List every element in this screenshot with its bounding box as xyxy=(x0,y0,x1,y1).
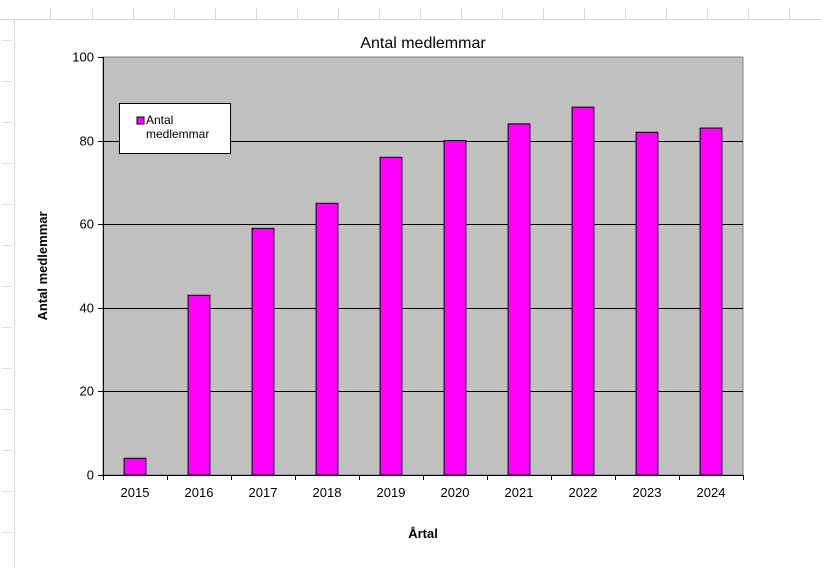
bar-2024 xyxy=(699,127,723,476)
bar-2022 xyxy=(571,106,595,476)
y-tick-label: 0 xyxy=(87,468,94,483)
legend-label-line2: medlemmar xyxy=(146,127,209,141)
y-axis-title: Antal medlemmar xyxy=(35,211,50,320)
legend-label-line1: Antal xyxy=(146,113,173,127)
y-tick-label: 80 xyxy=(80,134,94,149)
chart-area[interactable]: 0 20 40 60 80 100 2015 2016 2017 2018 2019 2020 2021… xyxy=(14,20,806,568)
x-tick-label: 2021 xyxy=(505,485,534,500)
x-tick-label: 2019 xyxy=(377,485,406,500)
bar-2020 xyxy=(443,140,467,476)
bar-2015 xyxy=(123,457,147,476)
bar-2021 xyxy=(507,123,531,476)
y-tick-label: 100 xyxy=(72,50,94,65)
chart-title: Antal medlemmar xyxy=(360,35,486,52)
bar-2019 xyxy=(379,156,403,476)
y-tick-label: 20 xyxy=(80,384,94,399)
legend-swatch xyxy=(136,116,145,125)
x-tick-label: 2022 xyxy=(569,485,598,500)
x-tick-label: 2018 xyxy=(313,485,342,500)
x-tick-label: 2016 xyxy=(185,485,214,500)
x-tick-label: 2023 xyxy=(633,485,662,500)
x-tick-label: 2024 xyxy=(697,485,726,500)
bar-2018 xyxy=(315,202,339,476)
bar-2017 xyxy=(251,227,275,476)
bar-2016 xyxy=(187,294,211,476)
y-tick-label: 60 xyxy=(80,217,94,232)
x-tick-label: 2020 xyxy=(441,485,470,500)
bar-chart: 0 20 40 60 80 100 2015 2016 2017 2018 2019 2020 2021… xyxy=(35,35,744,541)
legend-box xyxy=(119,103,231,154)
x-axis-title: Årtal xyxy=(408,526,438,541)
bar-2023 xyxy=(635,131,659,476)
x-tick-label: 2017 xyxy=(249,485,278,500)
x-tick-label: 2015 xyxy=(121,485,150,500)
y-tick-label: 40 xyxy=(80,301,94,316)
